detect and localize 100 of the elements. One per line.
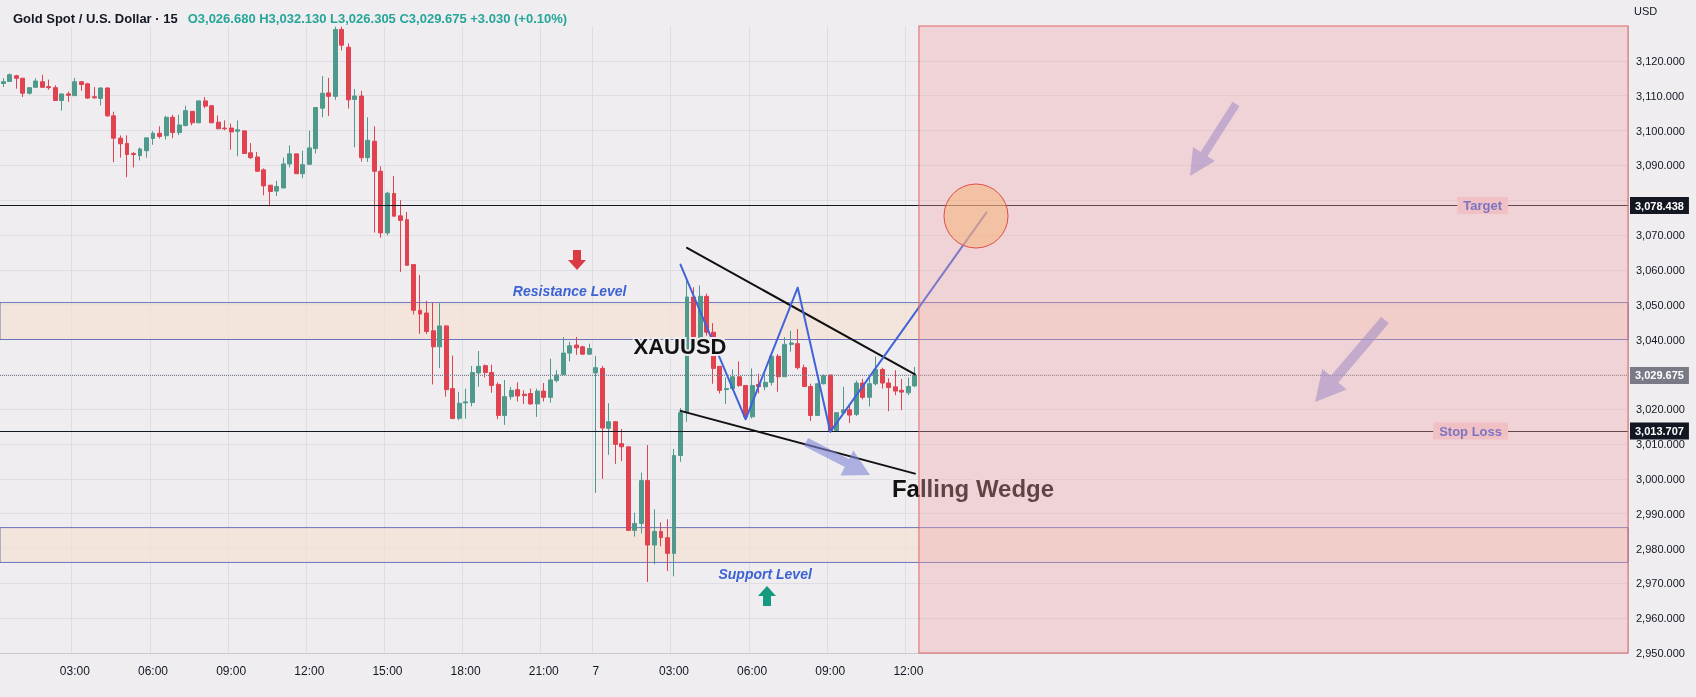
x-tick-label: 21:00: [528, 664, 560, 678]
candlestick: [92, 86, 97, 100]
candlestick: [587, 343, 592, 356]
candlestick: [672, 448, 676, 577]
candlestick: [333, 26, 338, 101]
x-tick-label: 7: [592, 664, 600, 678]
candlestick: [496, 381, 501, 420]
candlestick: [626, 446, 631, 531]
candlestick: [652, 508, 657, 565]
candlestick: [274, 180, 279, 197]
x-tick-label: 12:00: [893, 664, 924, 678]
x-tick-label: 18:00: [450, 664, 481, 678]
ref-line-label: Stop Loss: [1439, 423, 1502, 439]
candlestick: [72, 77, 77, 97]
candlestick: [593, 355, 598, 494]
candlestick: [541, 382, 546, 402]
candlestick: [144, 137, 149, 159]
candlestick: [424, 300, 429, 335]
x-tick-label: 09:00: [815, 664, 846, 678]
candlestick: [847, 405, 852, 424]
candlestick: [59, 93, 64, 112]
candlestick: [606, 402, 611, 456]
ref-line-label: Target: [1463, 198, 1503, 214]
candlestick: [405, 211, 409, 266]
candlestick: [339, 26, 344, 51]
candlestick: [138, 147, 142, 161]
text: 3,013.707: [1635, 425, 1684, 438]
candlestick: [294, 153, 299, 175]
y-tick-label: 3,090.000: [1636, 159, 1685, 172]
y-tick-label: 3,040.000: [1636, 333, 1685, 346]
x-tick-label: 06:00: [138, 664, 169, 678]
candlestick: [678, 407, 683, 463]
candlestick: [411, 264, 416, 315]
x-tick-label: 12:00: [294, 664, 325, 678]
x-tick-label: 03:00: [59, 664, 91, 678]
candlestick: [815, 383, 820, 417]
candlestick: [131, 151, 136, 168]
y-tick-label: 2,990.000: [1636, 507, 1685, 520]
x-tick-label: 06:00: [737, 664, 768, 678]
candlestick: [431, 302, 436, 385]
x-tick-label: 15:00: [372, 664, 403, 678]
candlestick: [795, 328, 800, 370]
candlestick: [157, 125, 162, 140]
candlestick: [320, 75, 325, 118]
candlestick: [502, 379, 507, 426]
candlestick: [235, 119, 240, 157]
candlestick: [98, 86, 103, 106]
band-label: Resistance Level: [512, 283, 628, 300]
candlestick: [665, 518, 670, 572]
candlestick: [398, 199, 403, 273]
y-axis-title: USD: [1634, 4, 1658, 17]
candlestick: [268, 184, 273, 207]
candlestick: [509, 386, 514, 401]
chart-title: Gold Spot / U.S. Dollar · 15: [13, 10, 178, 26]
y-tick-label: 3,120.000: [1636, 54, 1685, 67]
candlestick: [385, 191, 390, 236]
candlestick: [326, 77, 331, 117]
text: 3,078.438: [1635, 199, 1684, 212]
candlestick: [359, 90, 364, 162]
y-tick-label: 3,000.000: [1636, 472, 1685, 485]
candlestick: [346, 42, 351, 110]
candlestick: [776, 353, 781, 393]
candlestick: [365, 116, 370, 163]
y-tick-label: 3,050.000: [1636, 298, 1685, 311]
candlestick: [164, 115, 169, 141]
candlestick: [352, 88, 357, 148]
candlestick: [535, 388, 540, 418]
candlestick: [151, 130, 155, 146]
candlestick: [66, 90, 71, 103]
annotation: Falling Wedge: [891, 474, 1055, 502]
candlestick: [645, 444, 650, 583]
candlestick: [632, 512, 637, 538]
candlestick: [392, 175, 396, 217]
y-tick-label: 3,100.000: [1636, 124, 1685, 137]
y-tick-label: 2,980.000: [1636, 542, 1685, 555]
candlestick: [659, 521, 663, 547]
y-tick-label: 2,950.000: [1636, 647, 1685, 659]
candlestick: [300, 150, 305, 179]
y-tick-label: 2,960.000: [1636, 612, 1685, 625]
candlestick: [639, 472, 644, 535]
y-tick-label: 3,060.000: [1636, 263, 1685, 276]
candlestick: [125, 134, 129, 178]
y-tick-label: 3,110.000: [1636, 89, 1685, 102]
candlestick: [418, 274, 422, 335]
candlestick: [782, 336, 787, 378]
y-tick-label: 3,070.000: [1636, 229, 1685, 241]
candlestick: [196, 100, 201, 124]
candlestick: [600, 365, 605, 480]
y-tick-label: 3,020.000: [1636, 403, 1685, 416]
y-tick-label: 3,010.000: [1636, 438, 1685, 450]
x-tick-label: 09:00: [216, 664, 247, 678]
candlestick: [118, 134, 123, 159]
band-label: Support Level: [718, 565, 813, 582]
candlestick: [515, 381, 520, 402]
candlestick: [190, 110, 195, 126]
candlestick: [437, 302, 442, 369]
text: 3,029.675: [1635, 369, 1684, 382]
candlestick: [229, 123, 234, 151]
x-tick-label: 03:00: [658, 664, 690, 678]
candlestick: [53, 84, 58, 102]
